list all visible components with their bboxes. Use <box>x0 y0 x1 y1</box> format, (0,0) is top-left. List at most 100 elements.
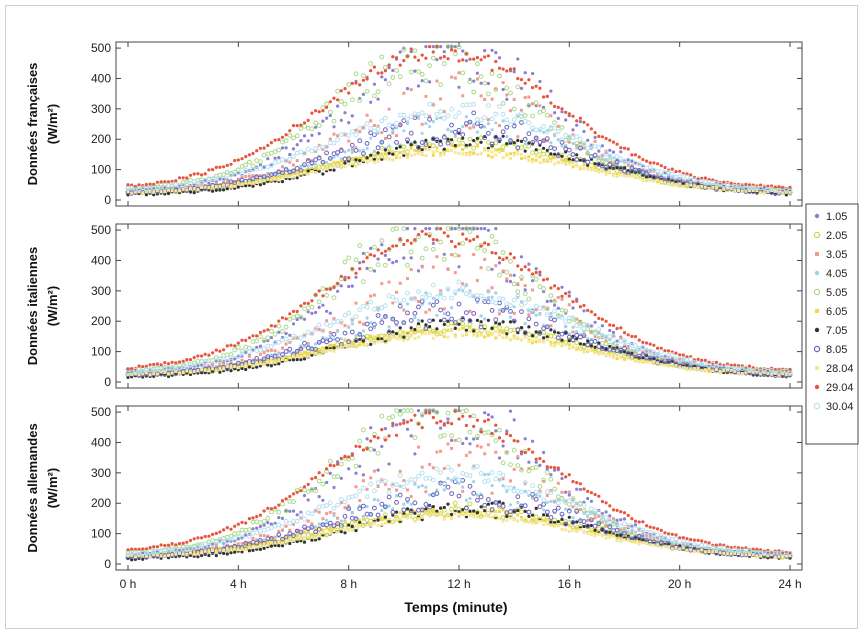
data-point <box>585 342 591 348</box>
data-point <box>542 340 546 344</box>
data-point <box>545 337 549 341</box>
data-point <box>434 111 440 117</box>
data-point <box>405 87 410 91</box>
data-point <box>637 155 641 159</box>
data-point <box>325 287 329 291</box>
data-point <box>511 318 517 324</box>
data-point <box>515 293 521 299</box>
data-point <box>722 369 726 373</box>
data-point <box>597 341 601 345</box>
data-point <box>406 331 409 335</box>
data-point <box>542 508 546 512</box>
data-point <box>346 156 352 162</box>
data-point <box>336 160 340 164</box>
data-point <box>684 362 690 367</box>
data-point <box>383 65 388 70</box>
data-point <box>442 331 446 335</box>
data-point <box>486 118 490 122</box>
data-point <box>479 333 483 337</box>
data-point <box>467 293 473 298</box>
data-point <box>409 256 413 260</box>
data-point <box>430 508 436 514</box>
data-point <box>586 163 590 167</box>
data-point <box>269 176 273 180</box>
data-point <box>332 168 336 172</box>
data-point <box>225 365 229 369</box>
data-point <box>365 266 369 270</box>
data-point <box>144 364 148 368</box>
data-point <box>225 539 229 543</box>
data-point <box>229 361 233 365</box>
data-point <box>409 88 413 92</box>
data-point <box>236 180 240 184</box>
y-axis-unit: (W/m²) <box>45 286 60 326</box>
data-point <box>494 153 498 157</box>
data-point <box>527 339 531 343</box>
data-point <box>479 244 483 248</box>
data-point <box>475 328 480 334</box>
data-point <box>303 333 306 337</box>
data-point <box>567 290 571 294</box>
data-point <box>512 256 516 260</box>
data-point <box>482 296 488 302</box>
data-point <box>358 343 362 347</box>
data-point <box>409 153 413 157</box>
data-point <box>585 145 591 151</box>
data-point <box>633 523 638 527</box>
data-point <box>450 446 454 450</box>
data-point <box>391 158 395 162</box>
data-point <box>401 118 407 123</box>
data-point <box>408 130 414 136</box>
data-point <box>611 333 616 339</box>
data-point <box>656 346 660 350</box>
data-point <box>369 100 373 104</box>
data-point <box>255 149 259 153</box>
data-point <box>240 175 244 179</box>
data-point <box>619 528 623 532</box>
data-point <box>501 87 505 92</box>
data-point <box>482 115 488 121</box>
data-point <box>428 144 432 148</box>
data-point <box>314 162 318 166</box>
data-point <box>365 337 369 340</box>
data-point <box>450 306 454 310</box>
data-point <box>541 124 546 129</box>
data-point <box>674 170 678 174</box>
data-point <box>391 55 395 59</box>
data-point <box>214 367 218 371</box>
data-point <box>273 138 277 142</box>
data-point <box>700 176 704 180</box>
data-point <box>486 296 490 300</box>
data-point <box>428 148 432 151</box>
data-point <box>527 95 531 99</box>
data-point <box>582 159 586 163</box>
data-point <box>645 533 649 537</box>
data-point <box>648 178 652 181</box>
data-point <box>269 150 274 156</box>
data-point <box>391 131 395 135</box>
data-point <box>486 413 490 417</box>
data-point <box>567 339 571 343</box>
data-point <box>500 250 506 255</box>
data-point <box>265 164 271 170</box>
data-point <box>589 330 593 334</box>
data-point <box>372 497 376 502</box>
data-point <box>200 186 204 189</box>
data-point <box>608 170 612 173</box>
data-point <box>548 314 554 320</box>
data-point <box>262 534 266 538</box>
data-point <box>534 148 538 152</box>
data-point <box>648 161 652 165</box>
data-point <box>302 301 307 305</box>
data-point <box>302 134 307 138</box>
data-point <box>490 267 494 271</box>
data-point <box>401 144 407 150</box>
data-point <box>508 462 513 468</box>
data-point <box>533 464 539 470</box>
data-point <box>475 130 479 134</box>
data-point <box>247 349 252 355</box>
data-point <box>277 516 281 520</box>
data-point <box>479 445 483 449</box>
data-point <box>244 184 248 188</box>
data-point <box>424 138 428 142</box>
